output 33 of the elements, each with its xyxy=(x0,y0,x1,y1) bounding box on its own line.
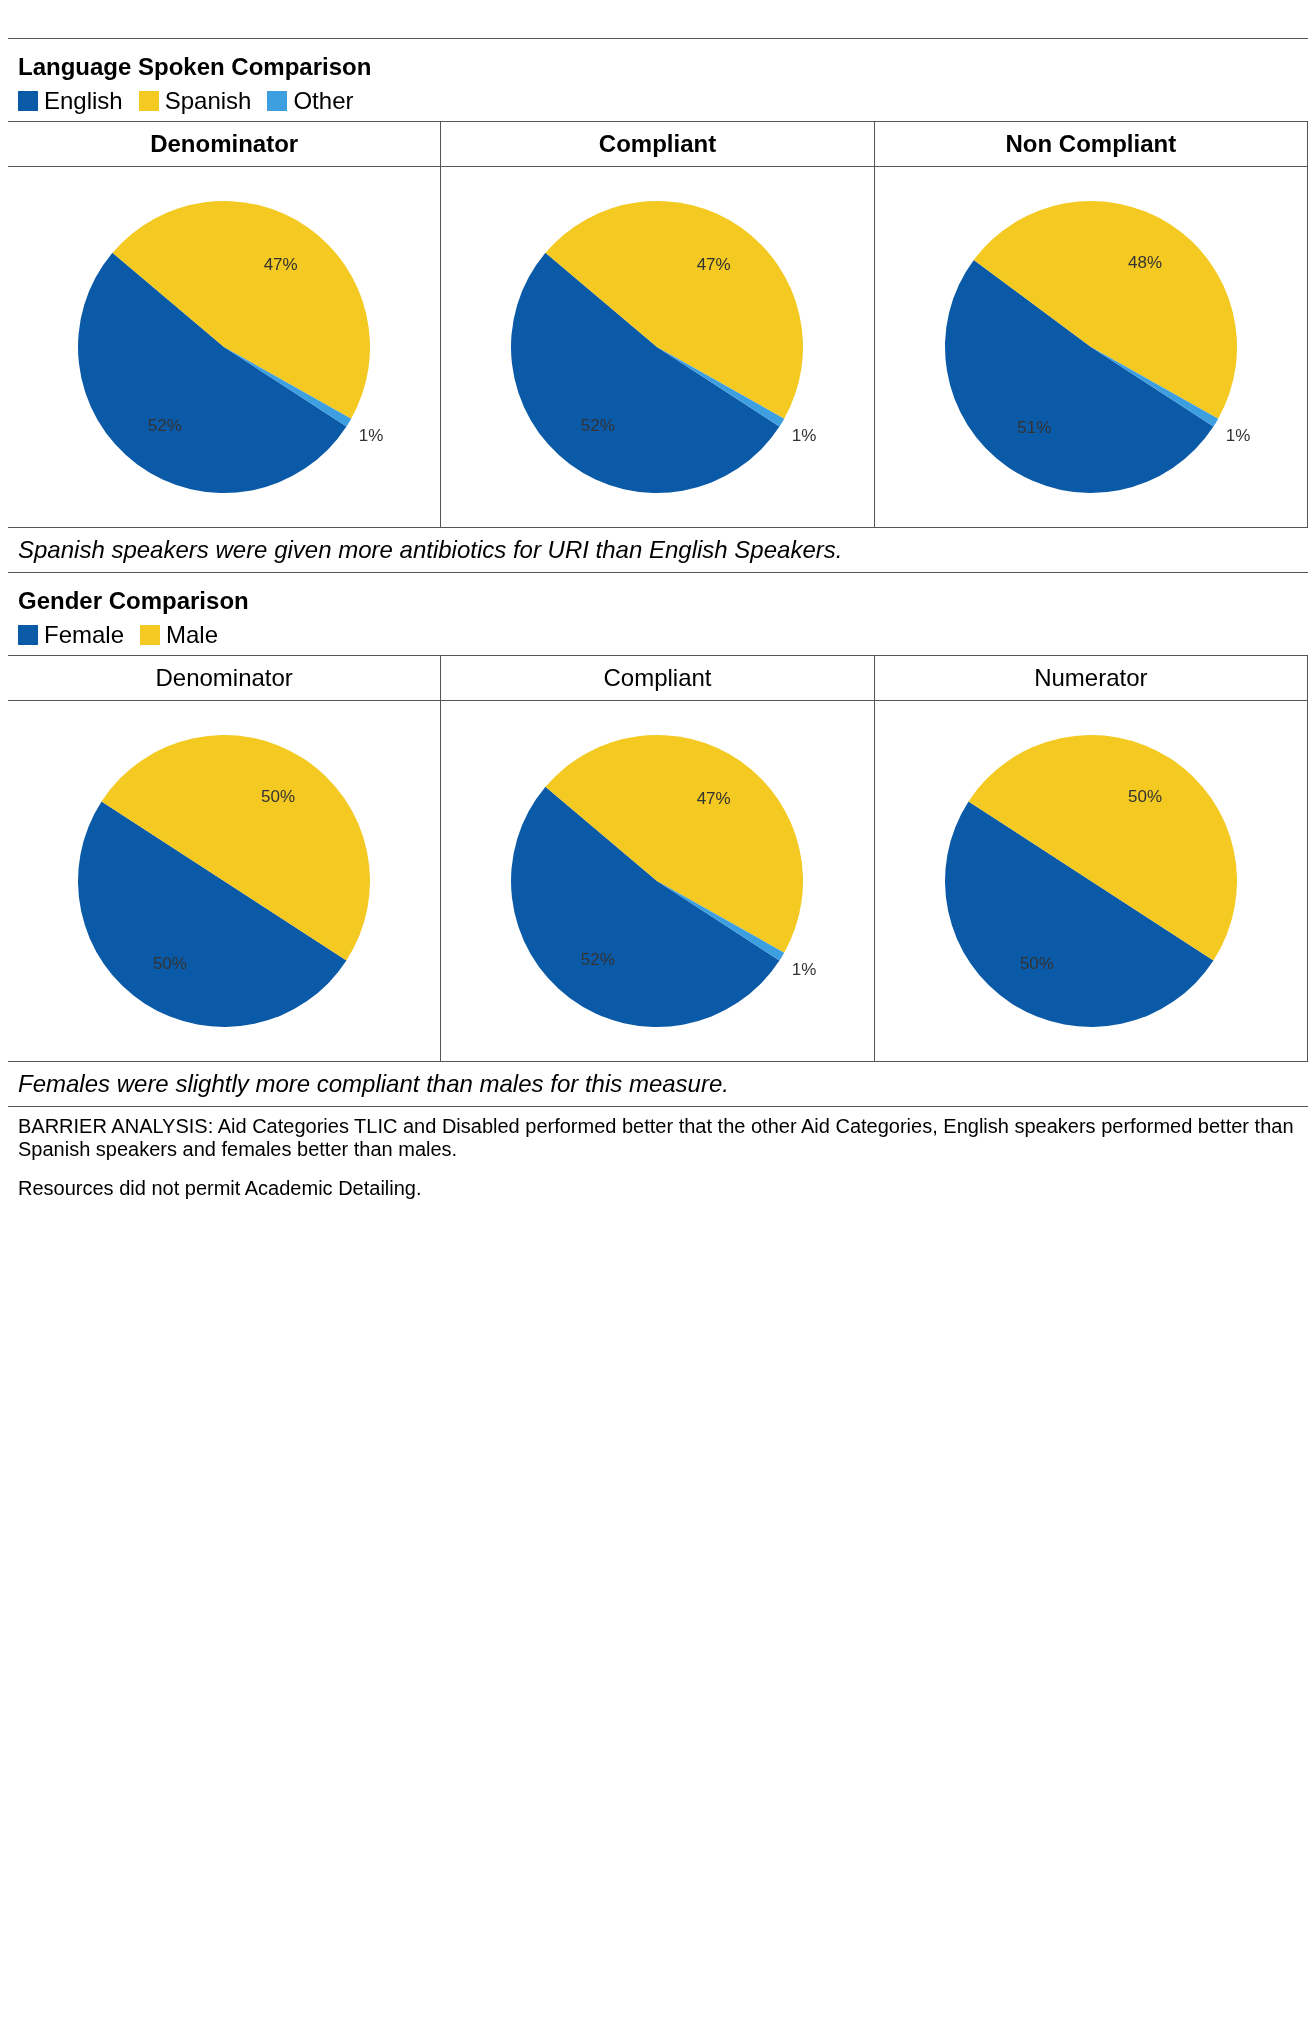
data-label: 52% xyxy=(147,416,182,436)
text: Spanish speakers were given more antibiotics for URI than English Speakers. xyxy=(8,528,1308,573)
data-label: 50% xyxy=(153,953,188,973)
legend-label: Spanish xyxy=(164,87,252,115)
chart-title: Compliant xyxy=(441,122,874,167)
text: Resources did not permit Academic Detailing. xyxy=(17,1176,423,1201)
data-label: 47% xyxy=(697,789,732,809)
legend-title: Language Spoken Comparison xyxy=(18,53,373,81)
data-label: 1% xyxy=(358,425,384,445)
chart-title: Numerator xyxy=(874,656,1307,701)
legend-label: Male xyxy=(166,621,219,649)
legend-label: Other xyxy=(293,87,354,115)
data-label: 51% xyxy=(1017,418,1052,438)
data-label: 52% xyxy=(581,416,616,436)
text: Denominator xyxy=(8,656,441,701)
data-label: 1% xyxy=(1225,425,1251,445)
text: BARRIER ANALYSIS: Aid Categories TLIC and Disabled performed better that the other Aid Categories, English speakers performed better than Spanish speakers and females better than males. xyxy=(17,1114,1295,1162)
text: Females were slightly more compliant than males for this measure. xyxy=(8,1062,1308,1107)
data-label: 1% xyxy=(792,959,817,979)
chart-title: Non Compliant xyxy=(874,122,1307,167)
data-label: 50% xyxy=(1127,787,1162,807)
data-label: 50% xyxy=(1019,953,1054,973)
data-label: 52% xyxy=(581,950,616,970)
legend-label: English xyxy=(44,87,123,115)
data-label: 1% xyxy=(792,425,817,445)
data-label: 47% xyxy=(263,255,298,275)
data-label: 47% xyxy=(697,255,732,275)
legend-title: Gender Comparison xyxy=(18,587,250,615)
text: Denominator xyxy=(8,122,441,167)
data-label: 48% xyxy=(1127,253,1162,273)
legend-label: Female xyxy=(44,621,125,649)
chart-title: Compliant xyxy=(441,656,874,701)
data-label: 50% xyxy=(261,787,296,807)
